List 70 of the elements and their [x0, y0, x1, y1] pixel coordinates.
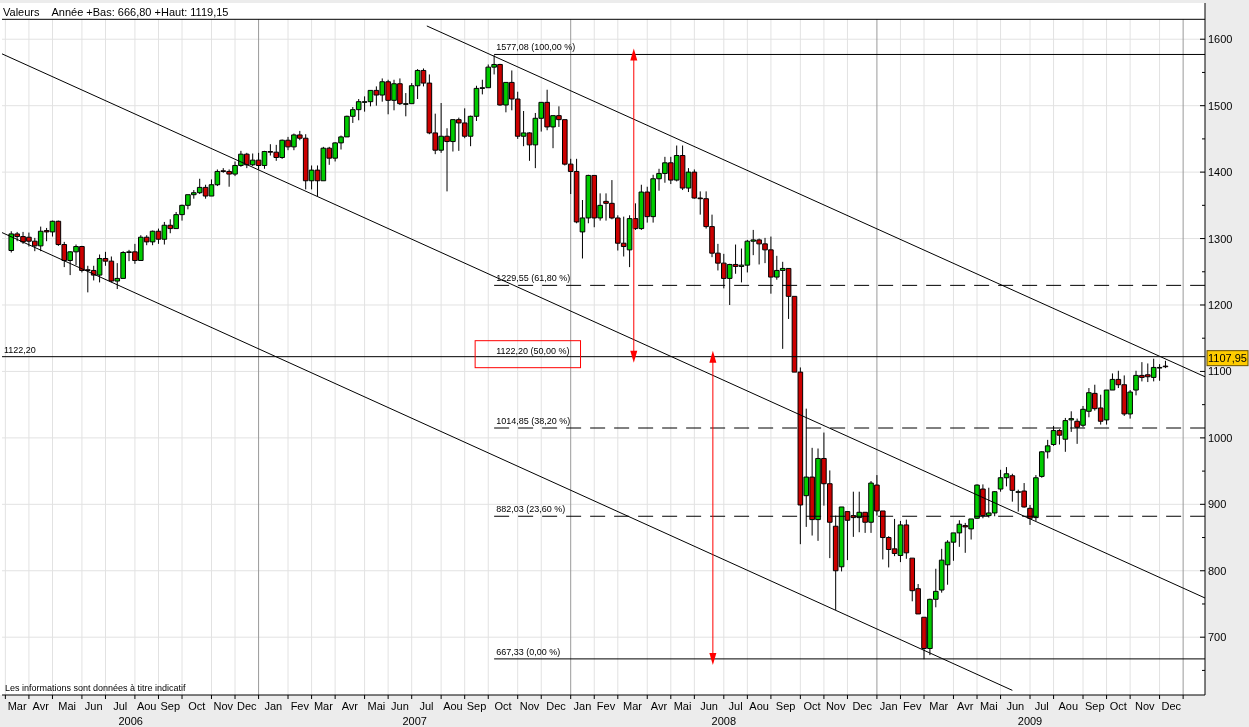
x-tick-label: Oct	[188, 700, 206, 712]
y-tick-label: 1000	[1208, 431, 1233, 444]
x-tick-label: Nov	[1135, 700, 1156, 712]
x-tick-label: Avr	[32, 700, 50, 712]
x-tick-label: Mar	[623, 700, 643, 712]
series-label: 1577,08 (100,00 %)	[496, 42, 576, 53]
x-tick-label: Aou	[136, 700, 157, 712]
x-tick-label: Mar	[313, 700, 334, 712]
x-tick-label: Nov	[825, 700, 846, 712]
x-tick-label: Avr	[650, 700, 668, 712]
x-tick-label: Mai	[673, 700, 692, 712]
x-tick-label: Oct	[494, 700, 512, 712]
x-tick-label: Jun	[700, 700, 718, 712]
ref-line-label: 1122,20	[4, 344, 36, 355]
x-tick-label: Oct	[1109, 700, 1127, 712]
x-tick-label: Jul	[113, 700, 128, 712]
series-label: 667,33 (0,00 %)	[496, 646, 561, 657]
x-tick-label: Mar	[929, 700, 949, 712]
x-tick-label: Jan	[573, 700, 592, 712]
x-tick-label: Dec	[852, 700, 873, 712]
x-tick-label: Jun	[391, 700, 409, 712]
x2-tick-label: 2008	[711, 714, 737, 727]
x-tick-label: Fev	[290, 700, 310, 712]
x-tick-label: Jul	[1034, 700, 1049, 712]
x-tick-label: Sep	[466, 700, 487, 712]
y-tick-label: 800	[1208, 564, 1227, 577]
x2-tick-label: 2009	[1017, 714, 1043, 727]
x-tick-label: Jul	[728, 700, 743, 712]
series-label: 1229,55 (61,80 %)	[496, 273, 571, 284]
annotation: Les informations sont données à titre indicatif	[5, 683, 187, 693]
x2-tick-label: 2007	[402, 714, 427, 727]
x-tick-label: Aou	[749, 700, 769, 712]
chart-subtitle: Année +Bas: 666,80 +Haut: 1119,15	[51, 6, 229, 18]
y-tick-label: 700	[1208, 631, 1227, 644]
x-tick-label: Sep	[1085, 700, 1105, 712]
y-tick-label: 1300	[1208, 232, 1233, 245]
x-tick-label: Jun	[1006, 700, 1025, 712]
x-tick-label: Oct	[803, 700, 821, 712]
x-tick-label: Sep	[160, 700, 181, 712]
series-label: 1014,85 (38,20 %)	[496, 416, 571, 427]
x-tick-label: Nov	[519, 700, 540, 712]
x-tick-label: Dec	[1161, 700, 1182, 712]
x-tick-label: Jul	[419, 700, 434, 712]
x2-tick-label: 2006	[118, 714, 143, 727]
x-tick-label: Nov	[213, 700, 234, 712]
x-tick-label: Mai	[58, 700, 77, 712]
x-tick-label: Dec	[237, 700, 258, 712]
chart-title: Valeurs	[3, 6, 40, 18]
y-tick-label: 1200	[1208, 298, 1233, 311]
y-tick-label: 900	[1208, 498, 1227, 511]
x-tick-label: Aou	[1058, 700, 1079, 712]
x-tick-label: Mar	[7, 700, 27, 712]
y-tick-label: 1600	[1208, 33, 1233, 46]
x-tick-label: Dec	[546, 700, 567, 712]
x-tick-label: Fev	[903, 700, 922, 712]
x-tick-label: Sep	[775, 700, 796, 712]
y-tick-label: 1500	[1208, 99, 1233, 112]
x-tick-label: Mai	[979, 700, 998, 712]
x-tick-label: Mai	[367, 700, 386, 712]
annotation: 1122,20 (50,00 %)	[496, 345, 570, 356]
x-tick-label: Jan	[879, 700, 898, 712]
x-tick-label: Jun	[84, 700, 103, 712]
x-tick-label: Avr	[341, 700, 359, 712]
x-tick-label: Avr	[957, 700, 974, 712]
x-tick-label: Jan	[264, 700, 283, 712]
series-label: 882,03 (23,60 %)	[496, 504, 566, 515]
y-tick-label: 1100	[1208, 365, 1232, 378]
x-tick-label: Fev	[596, 700, 616, 712]
x-tick-label: Aou	[443, 700, 463, 712]
y-tick-label: 1400	[1208, 166, 1233, 179]
